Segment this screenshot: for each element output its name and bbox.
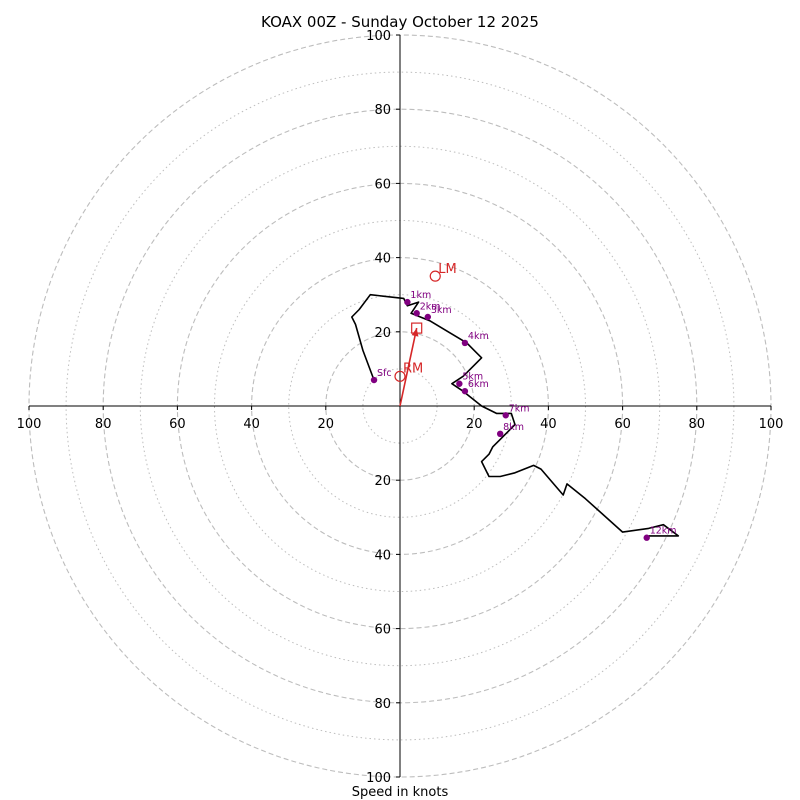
rm-marker: [394, 370, 406, 382]
height-label-3km: 3km: [431, 305, 452, 316]
height-marker-2km: [413, 310, 420, 317]
x-tick-right-40: 40: [540, 417, 557, 432]
y-tick-top-40: 40: [374, 252, 391, 267]
height-label-2km: 2km: [420, 301, 441, 312]
x-tick-right-20: 20: [466, 417, 483, 432]
height-marker-sfc: [370, 376, 378, 384]
height-marker-12km: [643, 534, 650, 541]
y-tick-bottom-20: 20: [374, 474, 391, 489]
height-label-8km: 8km: [503, 422, 524, 433]
hodograph-line: [350, 293, 680, 537]
height-marker-5km: [456, 380, 463, 387]
chart-title: KOAX 00Z - Sunday October 12 2025: [261, 13, 539, 31]
x-tick-left-40: 40: [243, 417, 260, 432]
x-axis-label: Speed in knots: [352, 785, 449, 800]
y-tick-bottom-80: 80: [374, 697, 391, 712]
y-tick-top-60: 60: [374, 177, 391, 192]
y-tick-bottom-40: 40: [374, 548, 391, 563]
storm-motion-arrowhead: [411, 328, 419, 337]
x-tick-left-20: 20: [318, 417, 335, 432]
height-label-sfc: Sfc: [377, 368, 392, 379]
x-tick-left-60: 60: [169, 417, 186, 432]
storm-motion: RM LM: [394, 262, 457, 407]
height-marker-7km: [502, 412, 509, 419]
lm-marker: [429, 270, 441, 282]
y-tick-bottom-100: 100: [366, 771, 391, 786]
height-label-5km: 5km: [462, 372, 483, 383]
height-label-6km: 6km: [468, 379, 489, 390]
x-tick-left-80: 80: [95, 417, 112, 432]
storm-motion-vector: [399, 327, 418, 407]
y-tick-top-20: 20: [374, 326, 391, 341]
height-label-7km: 7km: [509, 403, 530, 414]
x-tick-left-100: 100: [17, 417, 42, 432]
x-tick-right-60: 60: [614, 417, 631, 432]
height-label-12km: 12km: [650, 526, 677, 537]
height-label-1km: 1km: [410, 290, 431, 301]
height-label-4km: 4km: [468, 331, 489, 342]
hodograph-trace: [350, 293, 680, 537]
height-marker-6km: [461, 387, 469, 395]
height-marker-3km: [424, 313, 432, 321]
height-marker-1km: [404, 298, 411, 306]
height-marker-4km: [461, 339, 469, 347]
tick-labels: 100 80 60 40 20 20 40 60 80 100 100 80 60 40 20 20 40 60 8…: [17, 29, 784, 786]
rm-label: RM: [403, 361, 423, 376]
lm-label: LM: [438, 262, 456, 277]
y-tick-top-100: 100: [366, 29, 391, 44]
y-tick-bottom-60: 60: [374, 623, 391, 638]
mean-wind-marker: [411, 322, 423, 334]
x-tick-right-80: 80: [689, 417, 706, 432]
x-tick-right-100: 100: [759, 417, 784, 432]
height-marker-8km: [496, 430, 504, 438]
y-tick-top-80: 80: [374, 103, 391, 118]
